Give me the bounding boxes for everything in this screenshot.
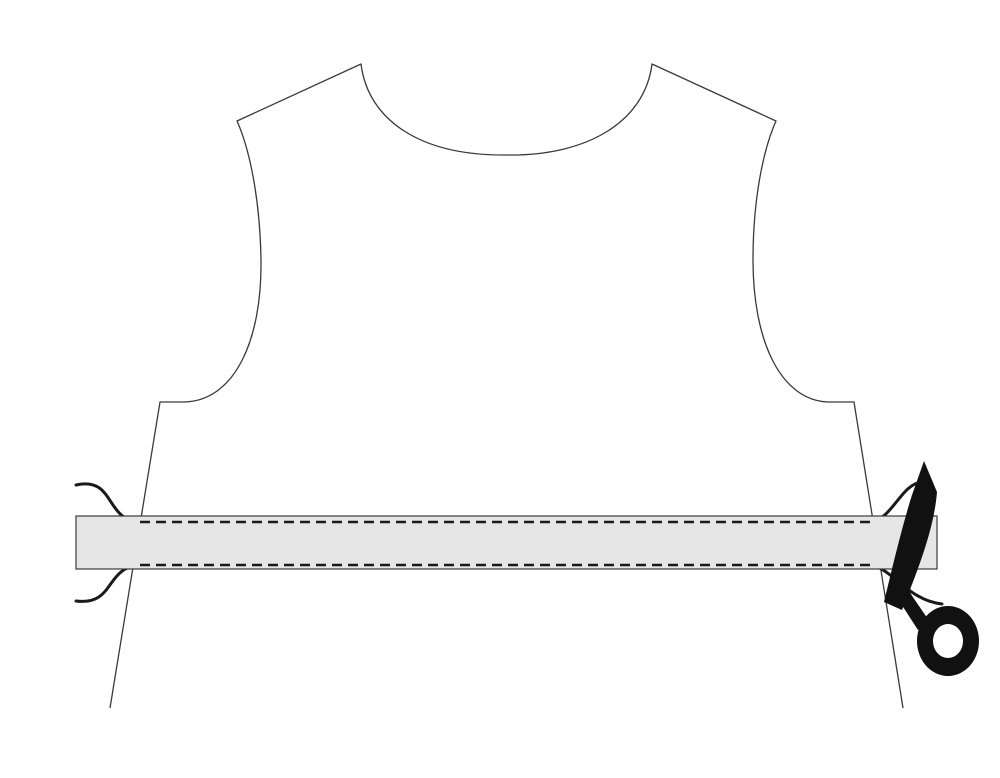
- scissors-icon: [884, 461, 979, 677]
- scissors-blade: [884, 461, 937, 610]
- fabric-band: [75, 515, 938, 570]
- scissors-handle-ring: [916, 606, 979, 677]
- bodice-outline: [109, 63, 904, 709]
- scissors-neck: [896, 590, 930, 630]
- stitch-lines: [140, 520, 872, 567]
